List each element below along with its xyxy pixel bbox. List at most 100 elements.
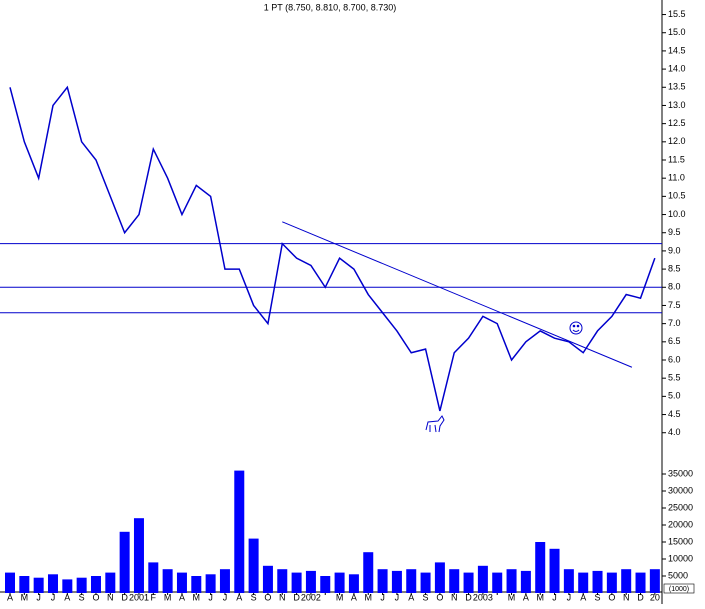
y-tick-label: 9.0 [668,245,681,255]
y-tick-label: 13.5 [668,82,686,92]
x-tick-label: S [423,592,429,602]
x-tick-label: D [637,592,644,602]
x-tick-label: O [264,592,271,602]
volume-bar [191,576,202,593]
trendline [282,221,633,368]
y-tick-label: 12.0 [668,136,686,146]
y2-tick-label: 5000 [668,570,688,580]
y2-tick-label: 30000 [668,485,693,495]
x-tick-label: D [465,592,472,602]
x-tick-label: O [608,592,615,602]
volume-bar [563,569,574,593]
volume-bar [334,572,345,593]
x-tick-label: D [121,592,128,602]
volume-bar [578,572,589,593]
x-tick-label: M [21,592,29,602]
y-tick-label: 6.5 [668,336,681,346]
smiley-icon [569,321,583,335]
x-tick-label: A [179,592,185,602]
x-tick-label: J [51,592,56,602]
volume-bar [606,572,617,593]
x-tick-label: J [395,592,400,602]
x-tick-label: J [552,592,557,602]
volume-bar [62,579,73,593]
x-tick-label: O [92,592,99,602]
volume-bar [463,572,474,593]
x-tick-label: M [193,592,201,602]
y-tick-label: 15.5 [668,9,686,19]
volume-bar [377,569,388,593]
x-tick-label: N [623,592,630,602]
x-tick-label: 2002 [301,592,321,602]
x-tick-label: F [151,592,157,602]
volume-bar [119,531,130,593]
y-tick-label: 8.5 [668,263,681,273]
volume-bar [33,577,44,593]
x-tick-label: A [64,592,70,602]
y-tick-label: 13.0 [668,100,686,110]
x-tick-label: M [508,592,516,602]
volume-bar [47,574,58,593]
y-tick-label: 4.0 [668,427,681,437]
volume-bar [492,572,503,593]
y-tick-label: 15.0 [668,27,686,37]
y-tick-label: 5.0 [668,391,681,401]
x-tick-label: J [208,592,213,602]
x-tick-label: N [451,592,458,602]
x-tick-label: S [79,592,85,602]
y-tick-label: 10.0 [668,209,686,219]
volume-bar [406,569,417,593]
y-tick-label: 6.0 [668,354,681,364]
y2-unit-box [663,583,695,594]
volume-bar [520,570,531,593]
volume-bar [621,569,632,593]
x-tick-label: M [536,592,544,602]
y-tick-label: 10.5 [668,191,686,201]
x-tick-label: N [107,592,114,602]
x-tick-label: A [580,592,586,602]
volume-bar [148,562,159,593]
y-tick-label: 11.0 [668,173,685,183]
volume-bar [133,518,144,593]
y2-unit-label: (1000) [669,586,689,593]
x-tick-label: J [223,592,228,602]
y2-tick-label: 20000 [668,519,693,529]
volume-bar [19,576,30,593]
volume-bar [291,572,302,593]
y-tick-label: 9.5 [668,227,681,237]
volume-bar [234,470,245,593]
price-line [9,85,656,412]
volume-bar [635,572,646,593]
y-tick-label: 7.5 [668,300,681,310]
volume-bar [535,542,546,593]
volume-bar [348,574,359,593]
volume-bar [205,574,216,593]
x-tick-label: A [236,592,242,602]
x-tick-label: 2003 [473,592,493,602]
x-tick-label: S [251,592,257,602]
volume-bar [420,572,431,593]
volume-bar [391,570,402,593]
y-tick-label: 11.5 [668,154,685,164]
x-tick-label: N [279,592,286,602]
x-tick-label: 20 [650,592,660,602]
y-tick-label: 5.5 [668,373,681,383]
volume-bar [248,538,259,593]
volume-bar [549,548,560,593]
y2-tick-label: 10000 [668,553,693,563]
volume-bar [305,570,316,593]
x-tick-label: A [7,592,13,602]
x-tick-label: A [523,592,529,602]
volume-bar [434,562,445,593]
x-tick-label: D [293,592,300,602]
volume-bar [320,576,331,593]
x-tick-label: M [365,592,373,602]
y2-tick-label: 35000 [668,468,693,478]
x-tick-label: S [595,592,601,602]
x-tick-label: O [436,592,443,602]
volume-bar [506,569,517,593]
volume-bar [219,569,230,593]
volume-bar [90,576,101,593]
